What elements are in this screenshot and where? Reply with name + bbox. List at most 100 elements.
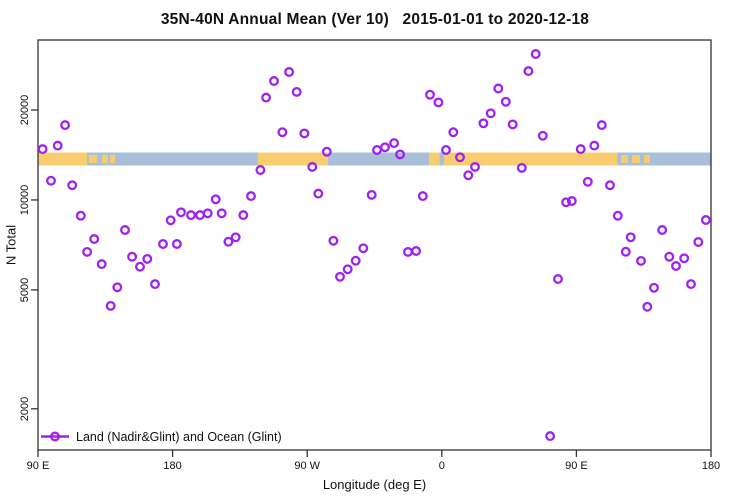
data-point [620, 246, 631, 257]
data-point [335, 271, 345, 282]
data-point [657, 225, 668, 235]
data-point [485, 108, 496, 119]
data-point [566, 196, 577, 206]
data-point [366, 189, 377, 200]
data-point [523, 66, 534, 77]
data-point [261, 92, 272, 103]
data-point [216, 208, 227, 219]
data-point [82, 246, 93, 257]
data-point [395, 149, 406, 160]
island-band-segment [643, 155, 650, 163]
data-point [441, 145, 451, 155]
data-point [67, 180, 78, 191]
y-tick-label: 20000 [19, 94, 31, 126]
data-point [52, 140, 63, 151]
data-point [380, 142, 390, 153]
data-point [171, 239, 182, 249]
data-point [105, 300, 116, 311]
data-point [433, 97, 444, 108]
data-point [455, 152, 465, 163]
island-band-segment [632, 155, 640, 163]
y-tick-label: 10000 [19, 184, 31, 216]
data-point [463, 170, 474, 181]
land-band-segment [38, 152, 88, 166]
data-point [642, 301, 653, 312]
data-point [636, 255, 646, 266]
data-point [582, 176, 593, 187]
data-point [223, 236, 234, 247]
data-point [165, 215, 176, 226]
data-point [411, 246, 422, 256]
data-point [60, 120, 71, 131]
data-point [372, 145, 382, 155]
data-point [671, 261, 681, 271]
x-tick-label: 180 [163, 460, 182, 472]
data-point [561, 197, 572, 208]
data-point [127, 251, 138, 262]
data-point [389, 138, 400, 149]
data-point [693, 237, 704, 247]
data-point [470, 161, 480, 172]
data-point [299, 128, 310, 139]
data-point [307, 161, 318, 172]
data-point [612, 210, 623, 221]
data-point [700, 215, 711, 225]
data-point [195, 210, 205, 221]
legend-label: Land (Nadir&Glint) and Ocean (Glint) [76, 430, 282, 444]
x-tick-label: 90 W [294, 460, 321, 472]
data-point [493, 83, 504, 94]
data-point [589, 140, 600, 151]
data-point [448, 127, 459, 138]
data-point [321, 146, 332, 157]
x-tick-label: 90 E [26, 460, 50, 472]
data-point [507, 119, 518, 130]
plot-box [37, 39, 712, 451]
data-point [553, 274, 563, 284]
data-point [625, 232, 636, 243]
x-axis-label: Longitude (deg E) [322, 477, 427, 492]
data-point [202, 208, 213, 219]
data-point [112, 282, 123, 293]
data-point [417, 191, 428, 202]
data-point [545, 431, 556, 442]
data-point [605, 180, 615, 191]
data-point [679, 253, 690, 264]
data-point [238, 210, 249, 221]
data-point [530, 49, 541, 59]
data-point [142, 253, 153, 264]
data-point [313, 188, 324, 199]
x-tick-label: 180 [701, 460, 721, 472]
data-point [277, 127, 288, 138]
data-point [575, 144, 586, 155]
y-axis-label: N Total [3, 224, 19, 266]
data-point [158, 239, 168, 249]
x-tick-label: 90 E [565, 460, 588, 472]
data-point [350, 255, 361, 266]
data-point [135, 261, 145, 272]
data-point [328, 235, 339, 246]
island-band-segment [88, 155, 98, 163]
data-point [230, 232, 241, 243]
data-point [284, 67, 295, 77]
island-band-segment [102, 155, 108, 163]
x-tick-label: 0 [438, 460, 445, 472]
data-point [500, 96, 511, 107]
data-point [516, 162, 527, 173]
data-point [96, 259, 107, 270]
chart-title: 35N-40N Annual Mean (Ver 10) 2015-01-01 … [160, 11, 590, 28]
data-point [120, 225, 130, 235]
data-point [46, 175, 56, 186]
data-point [596, 120, 607, 131]
land-band-segment [428, 152, 440, 166]
data-point [291, 86, 302, 97]
y-tick-label: 2000 [19, 396, 31, 422]
data-point [176, 207, 186, 218]
legend-marker-circle-icon [50, 431, 60, 442]
island-band-segment [110, 155, 116, 163]
data-point [186, 210, 196, 221]
y-tick-label: 5000 [19, 277, 31, 303]
data-point [478, 118, 489, 129]
data-point [425, 89, 435, 100]
